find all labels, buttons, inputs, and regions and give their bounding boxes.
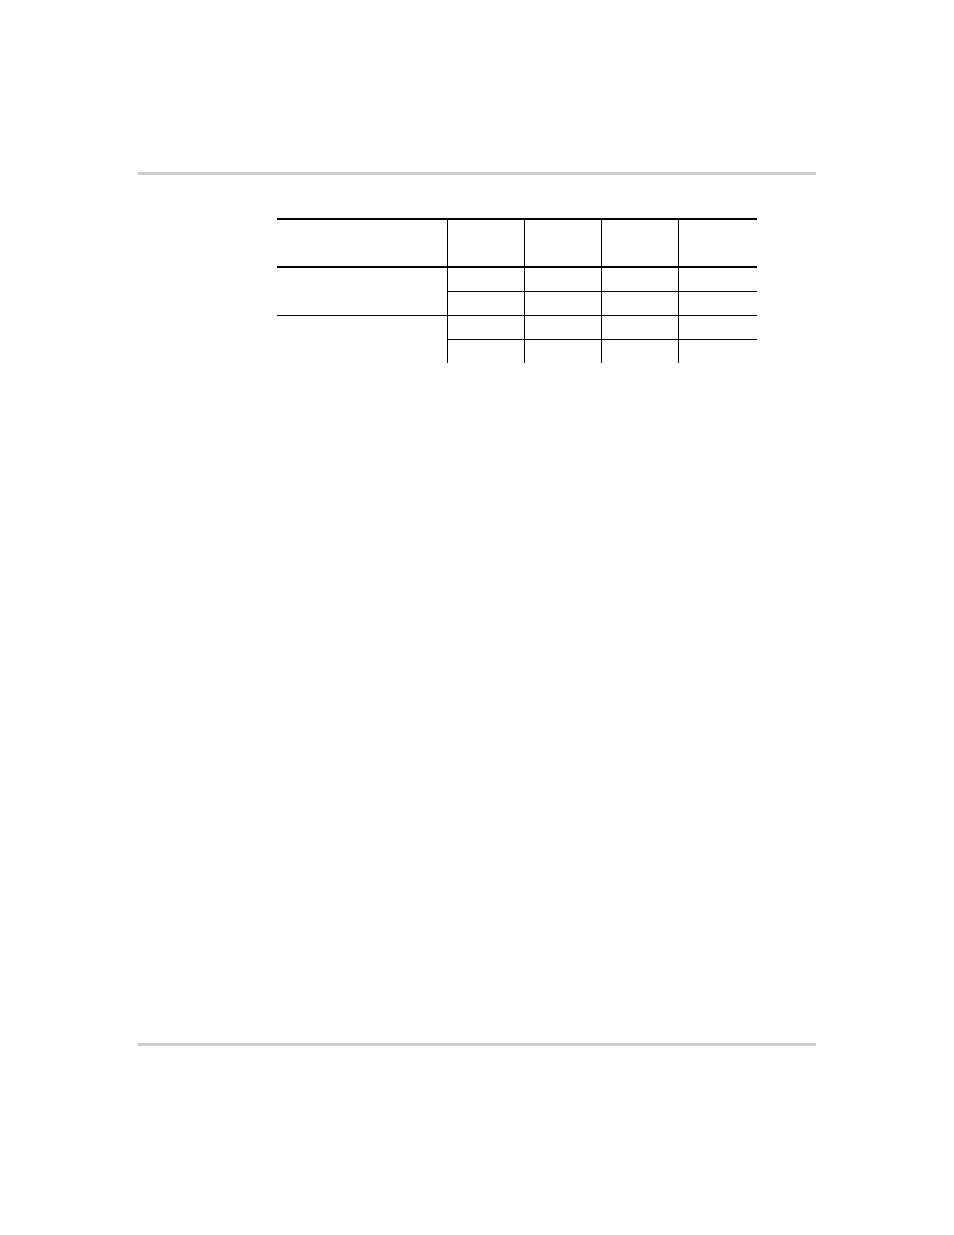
horizontal-rule-bottom	[138, 1043, 816, 1046]
table-cell	[524, 315, 601, 339]
table-cell	[277, 267, 447, 315]
table-cell	[447, 339, 524, 363]
table-header-row	[277, 219, 757, 267]
table-cell	[678, 339, 757, 363]
table-cell	[277, 315, 447, 363]
table-cell	[601, 315, 678, 339]
table-cell	[601, 267, 678, 291]
table-header-cell	[447, 219, 524, 267]
table-cell	[447, 267, 524, 291]
table-cell	[447, 315, 524, 339]
table-header-cell	[277, 219, 447, 267]
table-row	[277, 267, 757, 291]
table-cell	[678, 315, 757, 339]
table-header-cell	[601, 219, 678, 267]
table-cell	[601, 291, 678, 315]
table-cell	[601, 339, 678, 363]
table-header-cell	[678, 219, 757, 267]
table-cell	[524, 339, 601, 363]
table-header-cell	[524, 219, 601, 267]
table-cell	[524, 291, 601, 315]
table-cell	[524, 267, 601, 291]
table-cell	[678, 267, 757, 291]
table-cell	[678, 291, 757, 315]
table-cell	[447, 291, 524, 315]
data-table	[277, 218, 757, 363]
horizontal-rule-top	[138, 172, 816, 175]
table-row	[277, 315, 757, 339]
